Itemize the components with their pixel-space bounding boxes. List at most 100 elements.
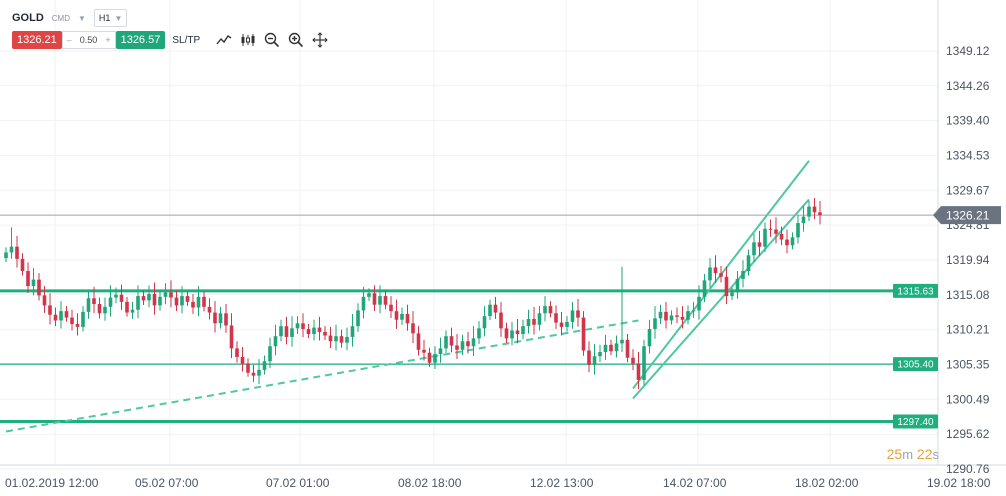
candle xyxy=(504,322,509,343)
candle xyxy=(515,319,520,344)
candle-body xyxy=(92,298,96,304)
candle xyxy=(20,253,25,276)
candle xyxy=(213,301,217,333)
buy-button[interactable]: 1326.57 xyxy=(115,31,166,49)
symbol-name: GOLD xyxy=(12,12,44,24)
candle-body xyxy=(455,345,459,350)
candle-body xyxy=(284,326,289,337)
candle xyxy=(59,301,63,329)
candle xyxy=(97,297,102,319)
symbol-dropdown-icon[interactable]: ▼ xyxy=(78,13,86,23)
candle-body xyxy=(477,328,481,339)
candle-body xyxy=(125,301,129,313)
candle-body xyxy=(75,324,80,327)
candle xyxy=(202,291,206,312)
candle-countdown: 25m 22s xyxy=(887,446,939,462)
candle-body xyxy=(752,242,756,256)
candle xyxy=(735,271,740,299)
candle xyxy=(394,299,399,329)
candle xyxy=(103,297,107,321)
candle-body xyxy=(587,350,591,365)
candle-body xyxy=(152,293,157,306)
candle xyxy=(262,355,267,375)
countdown-seconds-unit: s xyxy=(932,447,940,462)
candle xyxy=(433,346,437,370)
candle-body xyxy=(174,297,179,306)
candle xyxy=(383,290,388,310)
zoom-out-icon[interactable] xyxy=(262,31,282,49)
candle xyxy=(323,326,327,341)
countdown-minutes: 25 xyxy=(886,446,903,462)
candle-body xyxy=(433,354,437,363)
line-chart-icon[interactable] xyxy=(214,31,234,49)
candle xyxy=(284,316,289,345)
candle xyxy=(444,330,448,353)
current-price-label: 1326.21 xyxy=(946,209,990,223)
candle xyxy=(708,258,712,288)
candle-body xyxy=(664,311,668,321)
candles-icon[interactable] xyxy=(238,31,258,49)
candle-body xyxy=(658,311,663,319)
candle-body xyxy=(53,314,58,321)
candle-body xyxy=(64,311,69,318)
candle xyxy=(158,290,162,311)
candle xyxy=(592,344,597,375)
candle xyxy=(306,324,311,339)
candle xyxy=(119,284,124,310)
candle xyxy=(609,339,613,356)
candle-body xyxy=(741,271,745,279)
y-tick-label: 1344.26 xyxy=(946,79,990,93)
candle xyxy=(37,273,41,301)
zoom-in-icon[interactable] xyxy=(286,31,306,49)
candle xyxy=(719,266,723,283)
candle xyxy=(268,337,272,369)
crosshair-icon[interactable] xyxy=(310,31,330,49)
candle-body xyxy=(169,292,173,298)
candle xyxy=(42,286,47,313)
candle-body xyxy=(202,296,206,307)
x-tick-label: 01.02.2019 12:00 xyxy=(5,476,99,490)
candle-body xyxy=(114,294,118,298)
decrease-button[interactable]: – xyxy=(66,35,72,45)
candle xyxy=(779,226,784,246)
sell-button[interactable]: 1326.21 xyxy=(12,31,62,49)
x-tick-label: 19.02 18:00 xyxy=(927,476,991,490)
candle-body xyxy=(48,305,52,315)
candle xyxy=(312,319,316,341)
candle-body xyxy=(675,315,679,317)
candle xyxy=(246,358,250,377)
timeframe-select[interactable]: H1 ▼ xyxy=(93,9,128,27)
level-label-bg xyxy=(893,414,938,429)
candle-body xyxy=(746,255,751,272)
candle-body xyxy=(581,317,586,351)
candle xyxy=(493,296,498,319)
candle-body xyxy=(339,336,344,343)
candle xyxy=(438,337,443,363)
sl-tp-button[interactable]: SL/TP xyxy=(172,34,201,46)
candle-body xyxy=(686,311,690,320)
candle xyxy=(559,311,564,336)
candle xyxy=(614,335,619,358)
candle-body xyxy=(158,296,162,306)
candle xyxy=(328,326,333,349)
candle-body xyxy=(768,228,773,230)
candle xyxy=(587,341,591,373)
chevron-down-icon: ▼ xyxy=(114,13,123,23)
candle-body xyxy=(603,344,608,352)
candle xyxy=(70,309,74,331)
y-tick-label: 1305.35 xyxy=(946,358,990,372)
candle-body xyxy=(460,341,465,350)
candle xyxy=(565,316,569,332)
candle-body xyxy=(521,326,525,335)
candle-body xyxy=(735,278,740,293)
candle-body xyxy=(218,313,223,324)
channel-line xyxy=(632,198,810,400)
candle-body xyxy=(515,330,520,335)
candle xyxy=(482,306,487,337)
candle-body xyxy=(108,297,113,307)
increase-button[interactable]: + xyxy=(105,35,111,45)
countdown-seconds: 22 xyxy=(916,446,933,462)
candle xyxy=(537,306,542,331)
volume-stepper[interactable]: – 0.50 + xyxy=(61,31,116,49)
